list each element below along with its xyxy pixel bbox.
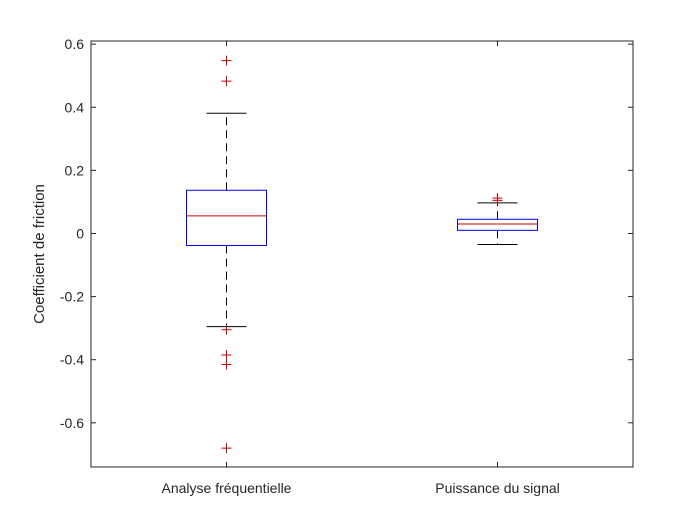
outlier-point: [221, 324, 232, 335]
box-iqr: [186, 189, 267, 246]
y-tick-label: 0.6: [65, 36, 85, 52]
x-tick-label: Analyse fréquentielle: [162, 480, 292, 496]
outlier-point: [492, 195, 503, 206]
x-tick-label: Puissance du signal: [435, 480, 560, 496]
y-tick-label: -0.4: [60, 352, 84, 368]
y-axis-label: Coefficient de friction: [31, 184, 48, 324]
outlier-point: [221, 76, 232, 87]
y-tick-label: 0.2: [65, 162, 85, 178]
box-group: [186, 55, 267, 454]
y-tick-label: 0.4: [65, 99, 85, 115]
box-iqr: [457, 218, 538, 231]
axes-frame: [90, 40, 634, 468]
y-tick-label: 0: [76, 225, 84, 241]
outlier-point: [221, 443, 232, 454]
y-tick-label: -0.2: [60, 289, 84, 305]
outlier-point: [221, 55, 232, 66]
y-tick-label: -0.6: [60, 415, 84, 431]
box-group: [457, 193, 538, 246]
x-axis-ticks: Analyse fréquentielle Puissance du signal: [162, 41, 560, 496]
y-axis-ticks: -0.6 -0.4 -0.2 0 0.2 0.4 0.6: [60, 36, 633, 431]
plot-marks: [186, 55, 538, 454]
outlier-point: [221, 359, 232, 370]
outlier-point: [221, 349, 232, 360]
